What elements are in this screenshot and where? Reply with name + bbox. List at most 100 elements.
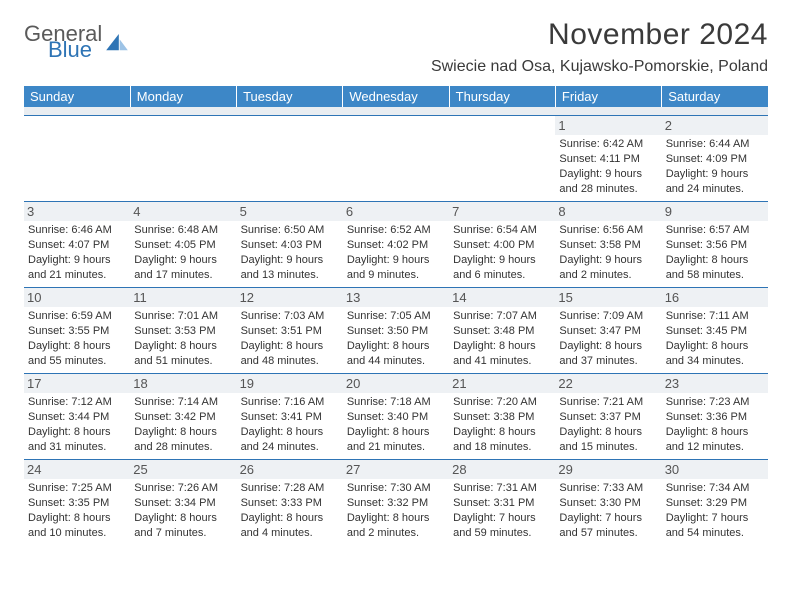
daylight1-text: Daylight: 8 hours: [28, 511, 126, 526]
day-number: 24: [24, 460, 130, 480]
sunset-text: Sunset: 3:36 PM: [666, 410, 764, 425]
daylight1-text: Daylight: 9 hours: [666, 167, 764, 182]
day-number: 14: [449, 288, 555, 308]
sunset-text: Sunset: 4:05 PM: [134, 238, 232, 253]
sunset-text: Sunset: 4:09 PM: [666, 152, 764, 167]
sunrise-text: Sunrise: 7:25 AM: [28, 481, 126, 496]
day-cell: 14Sunrise: 7:07 AMSunset: 3:48 PMDayligh…: [449, 287, 555, 373]
day-number: 2: [662, 116, 768, 136]
calendar-body: 1Sunrise: 6:42 AMSunset: 4:11 PMDaylight…: [24, 107, 768, 545]
calendar-week: 24Sunrise: 7:25 AMSunset: 3:35 PMDayligh…: [24, 459, 768, 545]
day-cell: 11Sunrise: 7:01 AMSunset: 3:53 PMDayligh…: [130, 287, 236, 373]
daylight2-text: and 2 minutes.: [347, 526, 445, 541]
day-number: 29: [555, 460, 661, 480]
calendar-week: 10Sunrise: 6:59 AMSunset: 3:55 PMDayligh…: [24, 287, 768, 373]
daylight2-text: and 28 minutes.: [559, 182, 657, 197]
day-number: 17: [24, 374, 130, 394]
daylight1-text: Daylight: 8 hours: [134, 511, 232, 526]
sunrise-text: Sunrise: 7:09 AM: [559, 309, 657, 324]
day-cell: 27Sunrise: 7:30 AMSunset: 3:32 PMDayligh…: [343, 459, 449, 545]
day-number: 11: [130, 288, 236, 308]
sunrise-text: Sunrise: 7:20 AM: [453, 395, 551, 410]
sunset-text: Sunset: 3:31 PM: [453, 496, 551, 511]
sunrise-text: Sunrise: 6:42 AM: [559, 137, 657, 152]
sunset-text: Sunset: 3:32 PM: [347, 496, 445, 511]
daylight1-text: Daylight: 8 hours: [28, 339, 126, 354]
sunset-text: Sunset: 3:51 PM: [241, 324, 339, 339]
day-cell: 29Sunrise: 7:33 AMSunset: 3:30 PMDayligh…: [555, 459, 661, 545]
daylight2-text: and 48 minutes.: [241, 354, 339, 369]
daylight2-text: and 54 minutes.: [666, 526, 764, 541]
daylight1-text: Daylight: 9 hours: [559, 167, 657, 182]
daylight2-text: and 18 minutes.: [453, 440, 551, 455]
calendar-week: 17Sunrise: 7:12 AMSunset: 3:44 PMDayligh…: [24, 373, 768, 459]
sunset-text: Sunset: 3:35 PM: [28, 496, 126, 511]
day-number: 15: [555, 288, 661, 308]
sunrise-text: Sunrise: 6:57 AM: [666, 223, 764, 238]
daylight2-text: and 55 minutes.: [28, 354, 126, 369]
sunrise-text: Sunrise: 7:12 AM: [28, 395, 126, 410]
calendar-head: SundayMondayTuesdayWednesdayThursdayFrid…: [24, 86, 768, 107]
day-cell: 3Sunrise: 6:46 AMSunset: 4:07 PMDaylight…: [24, 201, 130, 287]
daylight1-text: Daylight: 9 hours: [347, 253, 445, 268]
sunset-text: Sunset: 3:50 PM: [347, 324, 445, 339]
sunset-text: Sunset: 3:33 PM: [241, 496, 339, 511]
day-cell: 2Sunrise: 6:44 AMSunset: 4:09 PMDaylight…: [662, 115, 768, 201]
day-cell: 5Sunrise: 6:50 AMSunset: 4:03 PMDaylight…: [237, 201, 343, 287]
daylight1-text: Daylight: 8 hours: [453, 425, 551, 440]
month-title: November 2024: [431, 18, 768, 52]
brand-text: General Blue: [24, 24, 102, 60]
sunrise-text: Sunrise: 6:48 AM: [134, 223, 232, 238]
daylight1-text: Daylight: 8 hours: [28, 425, 126, 440]
daylight1-text: Daylight: 8 hours: [453, 339, 551, 354]
daylight2-text: and 2 minutes.: [559, 268, 657, 283]
daylight2-text: and 21 minutes.: [28, 268, 126, 283]
day-number: 12: [237, 288, 343, 308]
daylight2-text: and 34 minutes.: [666, 354, 764, 369]
sunset-text: Sunset: 3:58 PM: [559, 238, 657, 253]
weekday-header: Saturday: [662, 86, 768, 107]
day-number: 7: [449, 202, 555, 222]
day-cell: 12Sunrise: 7:03 AMSunset: 3:51 PMDayligh…: [237, 287, 343, 373]
daylight2-text: and 28 minutes.: [134, 440, 232, 455]
brand-sail-icon: [106, 34, 128, 52]
daylight1-text: Daylight: 9 hours: [241, 253, 339, 268]
calendar-week: 1Sunrise: 6:42 AMSunset: 4:11 PMDaylight…: [24, 115, 768, 201]
daylight1-text: Daylight: 8 hours: [241, 425, 339, 440]
daylight1-text: Daylight: 7 hours: [453, 511, 551, 526]
sunrise-text: Sunrise: 7:03 AM: [241, 309, 339, 324]
sunrise-text: Sunrise: 6:50 AM: [241, 223, 339, 238]
daylight2-text: and 6 minutes.: [453, 268, 551, 283]
sunrise-text: Sunrise: 7:30 AM: [347, 481, 445, 496]
sunset-text: Sunset: 3:45 PM: [666, 324, 764, 339]
day-cell: 23Sunrise: 7:23 AMSunset: 3:36 PMDayligh…: [662, 373, 768, 459]
sunrise-text: Sunrise: 7:07 AM: [453, 309, 551, 324]
daylight1-text: Daylight: 8 hours: [559, 339, 657, 354]
day-number: 8: [555, 202, 661, 222]
day-cell: 22Sunrise: 7:21 AMSunset: 3:37 PMDayligh…: [555, 373, 661, 459]
location-subtitle: Swiecie nad Osa, Kujawsko-Pomorskie, Pol…: [431, 58, 768, 76]
daylight1-text: Daylight: 9 hours: [134, 253, 232, 268]
day-number: 13: [343, 288, 449, 308]
day-cell: 24Sunrise: 7:25 AMSunset: 3:35 PMDayligh…: [24, 459, 130, 545]
sunset-text: Sunset: 3:56 PM: [666, 238, 764, 253]
daylight2-text: and 31 minutes.: [28, 440, 126, 455]
sunset-text: Sunset: 4:00 PM: [453, 238, 551, 253]
day-number: 19: [237, 374, 343, 394]
day-number: 1: [555, 116, 661, 136]
calendar-week: 3Sunrise: 6:46 AMSunset: 4:07 PMDaylight…: [24, 201, 768, 287]
daylight2-text: and 15 minutes.: [559, 440, 657, 455]
title-block: November 2024 Swiecie nad Osa, Kujawsko-…: [431, 18, 768, 76]
daylight2-text: and 44 minutes.: [347, 354, 445, 369]
day-cell: 20Sunrise: 7:18 AMSunset: 3:40 PMDayligh…: [343, 373, 449, 459]
day-number: 3: [24, 202, 130, 222]
sunrise-text: Sunrise: 6:56 AM: [559, 223, 657, 238]
weekday-header: Tuesday: [237, 86, 343, 107]
sunrise-text: Sunrise: 7:18 AM: [347, 395, 445, 410]
day-number: 10: [24, 288, 130, 308]
daylight1-text: Daylight: 8 hours: [347, 425, 445, 440]
day-cell: 16Sunrise: 7:11 AMSunset: 3:45 PMDayligh…: [662, 287, 768, 373]
day-number: 26: [237, 460, 343, 480]
day-cell: 6Sunrise: 6:52 AMSunset: 4:02 PMDaylight…: [343, 201, 449, 287]
sunrise-text: Sunrise: 6:44 AM: [666, 137, 764, 152]
